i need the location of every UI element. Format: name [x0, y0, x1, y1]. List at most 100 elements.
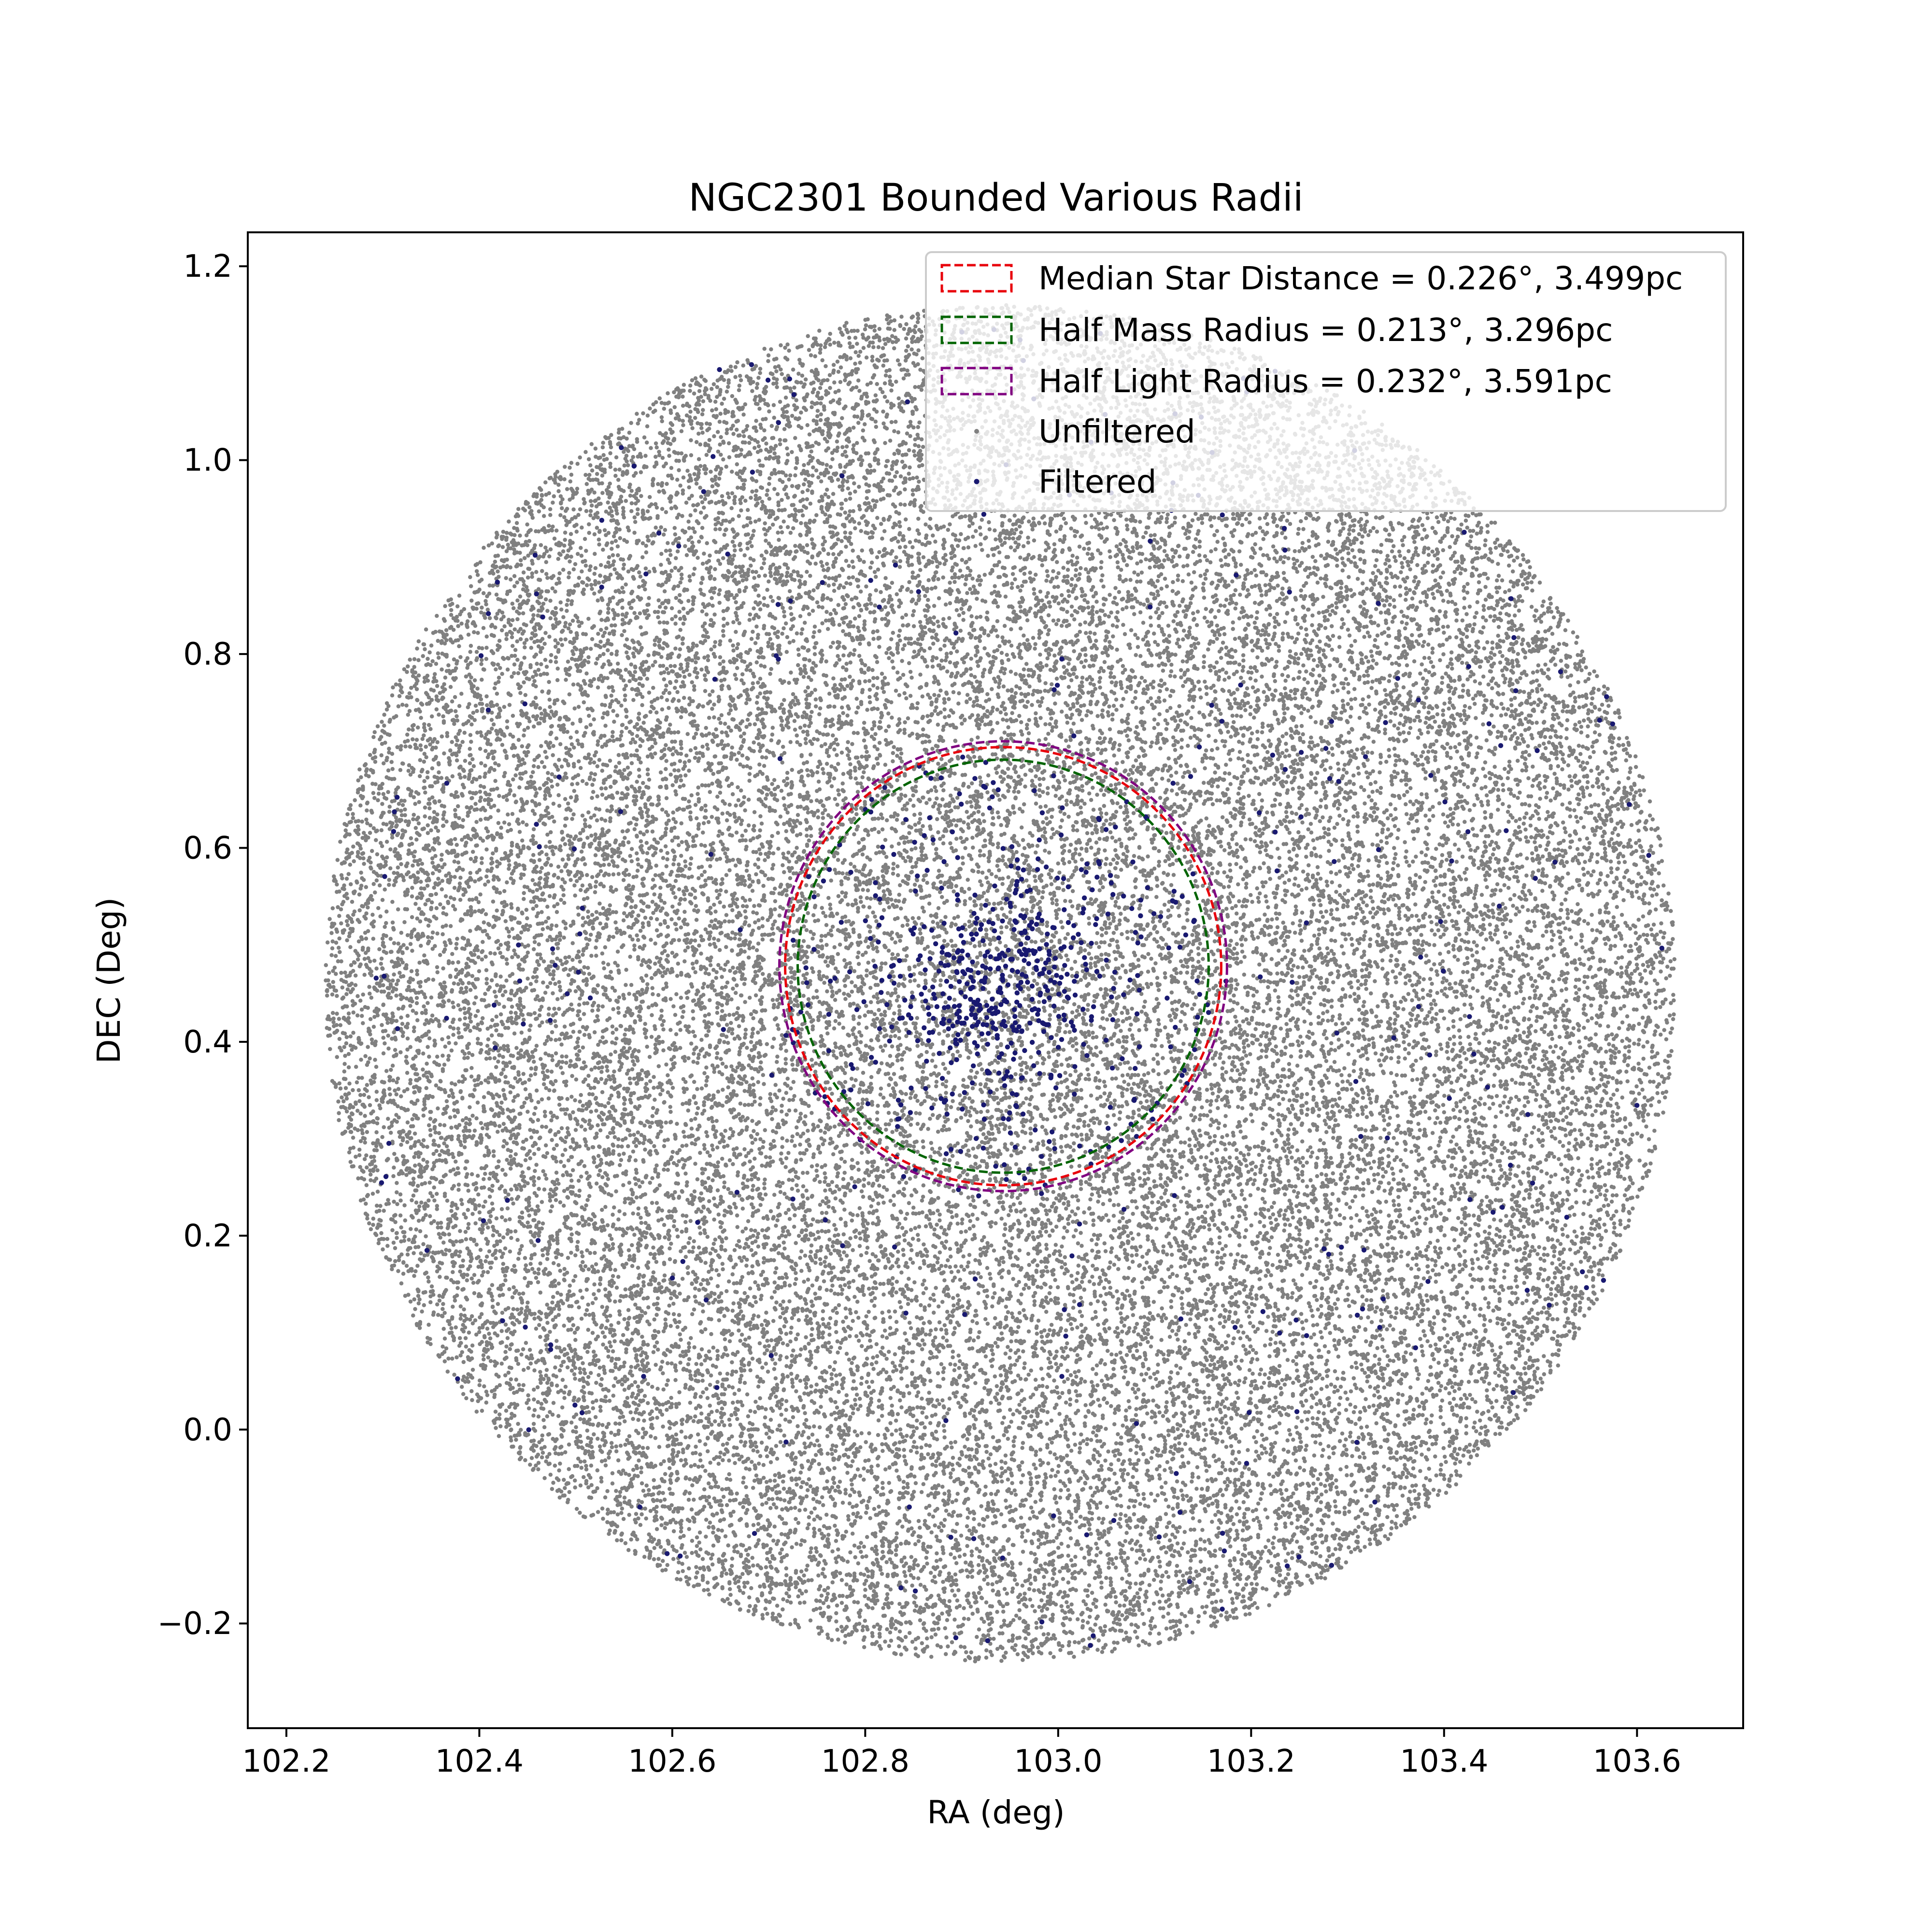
filtered-point — [1002, 1162, 1007, 1167]
filtered-point — [954, 1057, 959, 1063]
filtered-point — [981, 1102, 986, 1108]
radius-circle-2 — [796, 758, 1210, 1174]
filtered-point — [957, 979, 962, 984]
filtered-point — [1045, 931, 1050, 937]
filtered-point — [1089, 1018, 1094, 1023]
filtered-point — [958, 1149, 964, 1154]
filtered-point — [1339, 1244, 1344, 1250]
filtered-point — [1063, 1334, 1068, 1339]
filtered-point — [1372, 1499, 1378, 1505]
filtered-point — [838, 920, 844, 925]
filtered-point — [1504, 828, 1509, 834]
filtered-point — [934, 1004, 940, 1009]
filtered-point — [981, 1117, 987, 1122]
filtered-point — [1047, 952, 1052, 957]
filtered-point — [1282, 547, 1288, 553]
filtered-point — [1103, 1037, 1109, 1043]
filtered-point — [1051, 1513, 1056, 1519]
filtered-point — [1564, 1215, 1569, 1220]
filtered-point — [1017, 949, 1022, 954]
filtered-point — [775, 602, 781, 607]
filtered-point — [1014, 879, 1020, 884]
filtered-point — [1014, 999, 1020, 1005]
filtered-point — [983, 760, 989, 765]
filtered-point — [927, 956, 933, 962]
filtered-point — [787, 376, 793, 382]
filtered-point — [941, 921, 947, 926]
filtered-point — [907, 1504, 912, 1510]
filtered-point — [1059, 1037, 1065, 1042]
filtered-point — [943, 1151, 949, 1156]
filtered-point — [1051, 1003, 1057, 1009]
filtered-point — [1036, 1018, 1041, 1023]
filtered-point — [1376, 601, 1381, 606]
filtered-point — [1065, 971, 1070, 977]
filtered-point — [1194, 978, 1200, 984]
filtered-point — [1035, 867, 1040, 872]
filtered-point — [889, 1024, 895, 1030]
filtered-point — [1084, 1053, 1090, 1058]
filtered-point — [962, 1090, 967, 1095]
filtered-point — [912, 839, 917, 845]
filtered-point — [1610, 721, 1615, 727]
filtered-point — [912, 1588, 918, 1594]
filtered-point — [985, 949, 990, 955]
filtered-point — [906, 1030, 912, 1035]
filtered-point — [997, 955, 1002, 960]
filtered-point — [395, 1026, 400, 1031]
filtered-point — [1012, 1014, 1018, 1019]
filtered-point — [938, 960, 944, 966]
filtered-point — [954, 1041, 960, 1047]
filtered-point — [1534, 748, 1540, 753]
filtered-point — [703, 1297, 709, 1303]
filtered-point — [980, 986, 986, 991]
filtered-point — [996, 1055, 1002, 1060]
filtered-point — [1059, 1374, 1065, 1379]
filtered-point — [1083, 962, 1088, 967]
plot-area — [324, 303, 1676, 1663]
filtered-point — [1121, 1207, 1127, 1212]
filtered-point — [1323, 746, 1329, 751]
filtered-point — [579, 1410, 585, 1416]
filtered-point — [916, 957, 921, 963]
filtered-point — [975, 1043, 980, 1049]
filtered-point — [576, 969, 581, 975]
filtered-point — [947, 1018, 952, 1023]
filtered-point — [1000, 1555, 1005, 1561]
filtered-point — [641, 1374, 646, 1379]
filtered-point — [832, 976, 838, 981]
filtered-point — [971, 910, 977, 916]
filtered-point — [993, 1010, 998, 1015]
chart-title: NGC2301 Bounded Various Radii — [688, 176, 1303, 220]
filtered-point — [1046, 957, 1051, 963]
filtered-point — [1051, 925, 1057, 931]
filtered-point — [1416, 697, 1421, 703]
filtered-point — [1031, 1063, 1037, 1068]
filtered-point — [1039, 918, 1045, 923]
filtered-point — [1037, 971, 1042, 977]
filtered-point — [1418, 954, 1423, 960]
filtered-point — [1022, 958, 1027, 963]
filtered-point — [1011, 927, 1017, 932]
filtered-point — [991, 780, 996, 785]
filtered-point — [943, 1097, 949, 1103]
filtered-point — [1032, 788, 1037, 794]
filtered-point — [382, 973, 387, 979]
filtered-point — [984, 1022, 989, 1028]
filtered-point — [1047, 1139, 1052, 1144]
filtered-point — [599, 584, 604, 590]
filtered-point — [880, 844, 885, 850]
filtered-point — [990, 996, 995, 1002]
filtered-point — [1498, 743, 1504, 748]
filtered-point — [1136, 987, 1142, 993]
filtered-point — [975, 1051, 980, 1057]
filtered-point — [989, 1006, 994, 1011]
filtered-point — [805, 1002, 811, 1008]
filtered-point — [1048, 978, 1053, 983]
filtered-point — [972, 1040, 978, 1045]
filtered-point — [1380, 1296, 1386, 1302]
filtered-point — [493, 1045, 498, 1051]
filtered-point — [827, 867, 832, 872]
filtered-series — [373, 327, 1664, 1648]
